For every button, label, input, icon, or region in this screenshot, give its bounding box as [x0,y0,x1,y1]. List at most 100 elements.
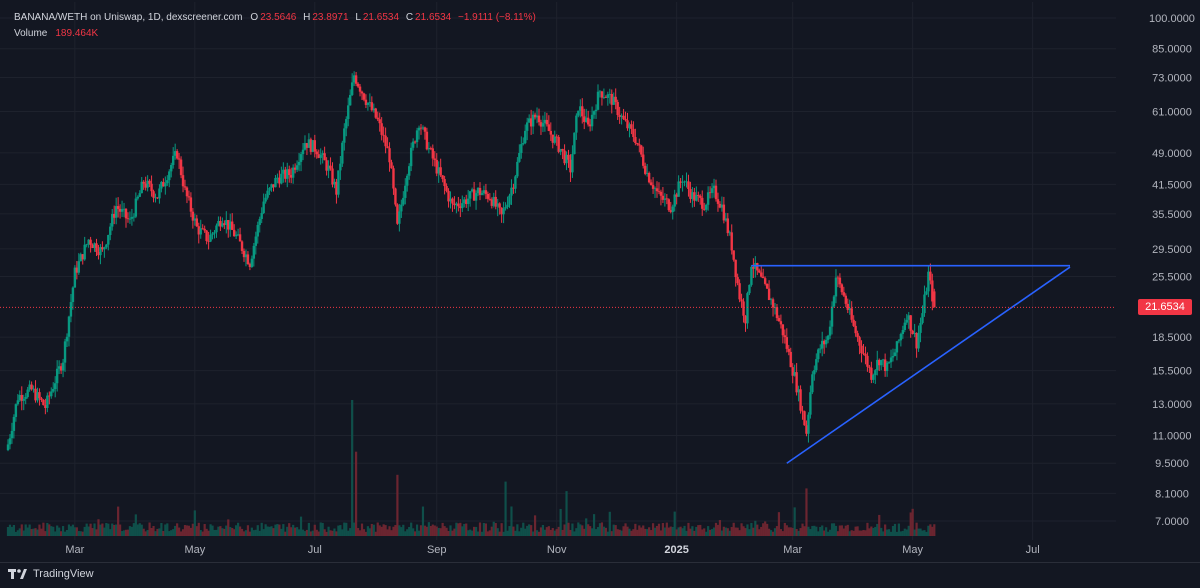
candle-body [567,154,570,160]
candle-body [622,115,625,119]
tradingview-logo[interactable]: TradingView [8,568,94,580]
volume-bar [242,531,246,536]
candle-body [911,330,914,334]
volume-bar [667,527,670,536]
candle-body [402,197,405,205]
trendline-support[interactable] [786,266,1071,464]
candle-body [36,392,39,401]
volume-bar [933,524,936,536]
time-tick-label: Sep [427,544,447,556]
candle-body [173,151,177,156]
volume-bar [225,525,228,536]
volume-bar [783,522,786,536]
volume-bar [372,524,375,536]
candle-body [874,370,877,376]
candle-body [746,293,749,324]
volume-bar [746,524,749,536]
open-value: 23.5646 [260,12,297,23]
price-tick-label: 100.0000 [1149,13,1195,25]
candle-body [83,244,86,260]
volume-bar [864,530,867,536]
candle-body [199,228,202,235]
candle-body [408,166,411,176]
volume-bar [492,521,495,536]
volume-bar [187,525,191,536]
volume-bar [307,522,310,536]
candle-body [484,190,488,194]
volume-bar [537,531,541,536]
volume-bar [480,531,484,536]
candle-body [57,366,61,369]
candle-body [575,115,578,133]
candle-body [429,148,433,149]
volume-bar [75,527,78,536]
volume-bar [203,524,206,536]
volume-bar [797,530,800,536]
candle-body [325,160,328,171]
candle-body [722,204,726,221]
volume-bar [61,526,65,536]
candle-body [150,183,153,192]
candle-body [219,221,222,227]
candle-body [258,218,261,225]
volume-bar [113,524,116,536]
candle-body [476,187,480,194]
candle-body [254,236,257,246]
low-key: L [355,12,361,23]
candle-body [765,283,769,289]
candle-body [415,130,419,143]
volume-bar [889,531,893,536]
volume-bar [178,527,181,536]
candle-body [193,218,197,221]
candle-body [246,254,250,265]
volume-bar [842,528,845,536]
candle-body [439,167,442,176]
volume-bar [929,524,932,536]
candle-body [901,329,905,335]
candle-body [645,172,649,174]
candle-body [166,180,169,184]
volume-bar [777,512,781,536]
volume-bar [779,529,782,536]
volume-bar [921,530,924,536]
volume-bar [327,526,330,536]
candle-body [201,228,204,230]
volume-bar [844,525,847,536]
candle-body [775,307,779,319]
candle-body [309,139,313,152]
candle-body [602,97,606,99]
volume-bar [703,528,706,536]
volume-bar [561,529,564,536]
volume-bar [185,525,189,536]
candle-body [122,208,126,210]
time-tick-label: Jul [308,544,322,556]
volume-bar [854,526,857,536]
volume-bar [93,523,96,536]
volume-bar [742,526,745,536]
price-tick-label: 61.0000 [1152,106,1192,118]
candle-body [417,127,421,131]
candle-body [612,96,615,105]
volume-bar [518,531,521,536]
candle-body [630,124,633,129]
candle-body [28,384,31,390]
volume-bar [907,525,910,536]
volume-bar [412,528,415,536]
candle-body [276,177,279,179]
candle-body [649,182,653,186]
candle-body [419,127,423,129]
candle-body [541,123,545,127]
candle-body [457,203,460,207]
volume-bar [44,531,47,536]
candle-body [858,337,861,346]
candle-body [756,263,759,271]
candle-body [170,164,173,172]
candle-body [293,167,297,170]
candle-body [671,206,674,213]
volume-bar [535,530,539,536]
candle-body [842,292,846,296]
volume-bar [284,531,287,536]
candle-body [913,332,916,334]
